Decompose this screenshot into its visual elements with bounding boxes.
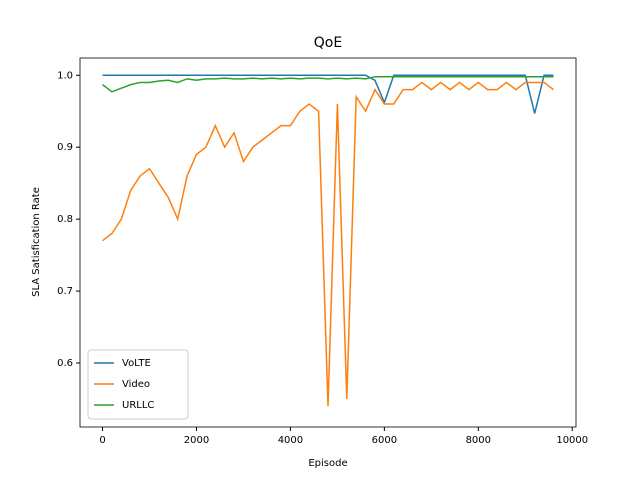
x-axis-label: Episode — [308, 458, 347, 469]
series-line — [102, 75, 554, 93]
y-axis-label: SLA Satisfication Rate — [31, 187, 42, 297]
x-tick-label: 4000 — [278, 435, 303, 446]
y-tick-label: 0.8 — [57, 214, 73, 225]
legend-label: Video — [122, 379, 150, 390]
plot-frame — [79, 57, 577, 428]
legend-label: VoLTE — [122, 358, 151, 369]
legend-box — [87, 349, 189, 420]
y-tick-label: 0.6 — [57, 358, 73, 369]
y-tick-label: 0.7 — [57, 286, 73, 297]
x-tick-label: 0 — [99, 435, 105, 446]
y-tick-label: 0.9 — [57, 142, 73, 153]
x-tick-label: 8000 — [466, 435, 491, 446]
x-tick-label: 6000 — [372, 435, 397, 446]
y-tick-label: 1.0 — [57, 70, 73, 81]
legend-label: URLLC — [122, 400, 154, 411]
chart-title: QoE — [314, 35, 342, 51]
x-tick-label: 2000 — [184, 435, 209, 446]
x-tick-label: 10000 — [556, 435, 588, 446]
series-line — [102, 81, 554, 407]
series-line — [102, 74, 554, 114]
